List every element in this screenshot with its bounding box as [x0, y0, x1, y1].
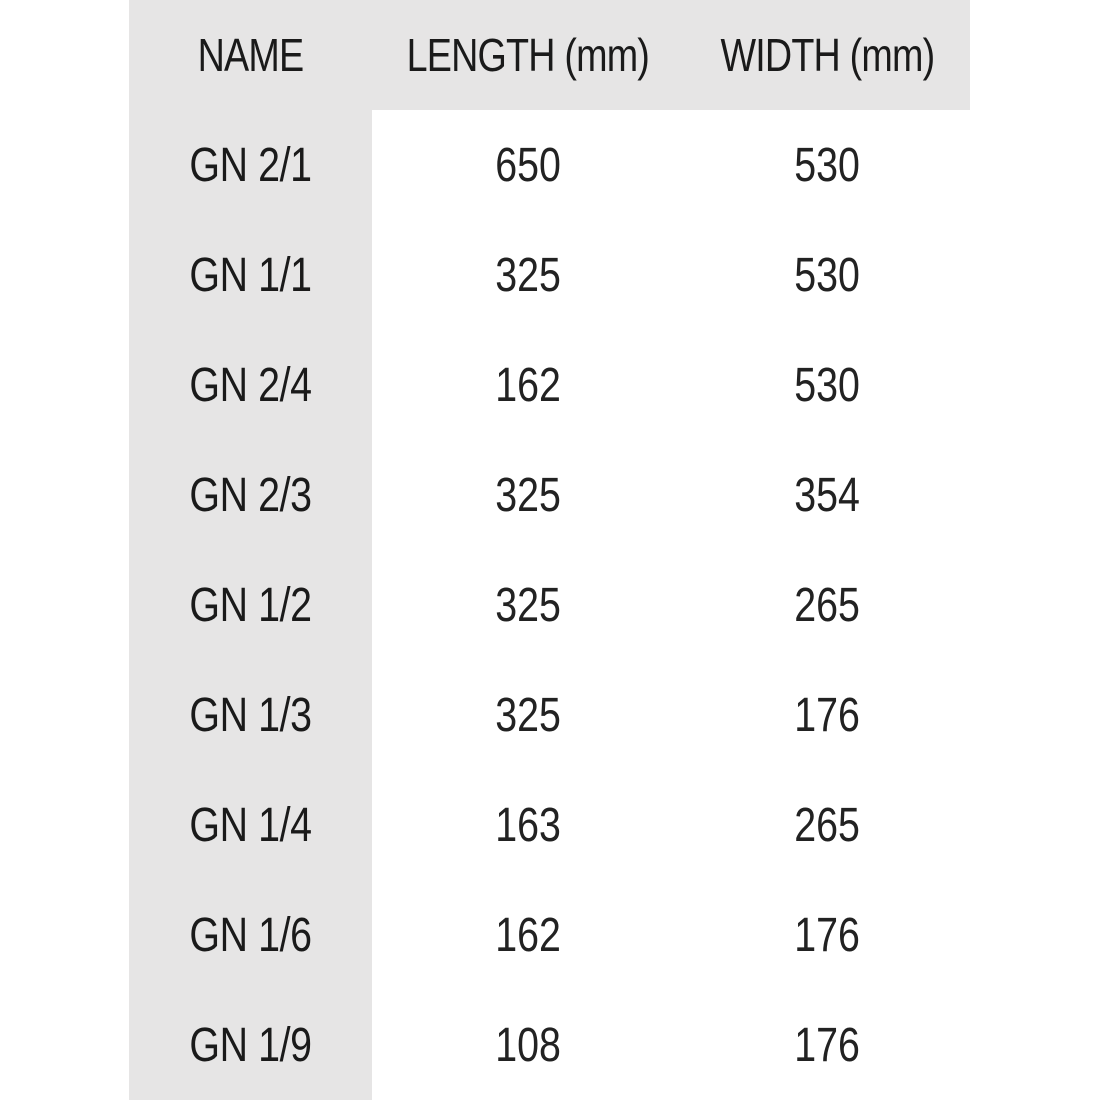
cell-name-text: GN 2/4 [189, 358, 312, 412]
header-name-text: NAME [197, 29, 305, 81]
cell-length-text: 650 [495, 138, 561, 192]
cell-name: GN 2/3 [129, 440, 372, 550]
table-row: GN 2/1 650 530 [129, 110, 970, 220]
cell-name: GN 2/4 [129, 330, 372, 440]
cell-name: GN 1/1 [129, 220, 372, 330]
cell-name: GN 1/3 [129, 660, 372, 770]
cell-width: 530 [684, 220, 970, 330]
cell-name-text: GN 1/6 [189, 908, 312, 962]
cell-name: GN 1/2 [129, 550, 372, 660]
table-row: GN 2/3 325 354 [129, 440, 970, 550]
cell-length-text: 325 [495, 248, 561, 302]
cell-width: 176 [684, 990, 970, 1100]
cell-width-text: 176 [794, 1018, 860, 1072]
cell-name-text: GN 1/1 [189, 248, 312, 302]
cell-name: GN 1/4 [129, 770, 372, 880]
table-row: GN 1/4 163 265 [129, 770, 970, 880]
table-row: GN 1/1 325 530 [129, 220, 970, 330]
cell-name-text: GN 2/3 [189, 468, 312, 522]
cell-width-text: 265 [794, 578, 860, 632]
cell-length: 325 [372, 440, 684, 550]
cell-width-text: 530 [794, 248, 860, 302]
cell-length-text: 162 [495, 358, 561, 412]
cell-name: GN 2/1 [129, 110, 372, 220]
cell-width: 265 [684, 550, 970, 660]
cell-name: GN 1/9 [129, 990, 372, 1100]
cell-length: 325 [372, 660, 684, 770]
cell-length-text: 325 [495, 468, 561, 522]
header-length: LENGTH (mm) [372, 0, 684, 110]
cell-name-text: GN 1/9 [189, 1018, 312, 1072]
table-row: GN 2/4 162 530 [129, 330, 970, 440]
table-row: GN 1/2 325 265 [129, 550, 970, 660]
table-header: NAME LENGTH (mm) WIDTH (mm) [129, 0, 970, 110]
cell-length-text: 108 [495, 1018, 561, 1072]
cell-length-text: 325 [495, 578, 561, 632]
cell-length: 163 [372, 770, 684, 880]
table-row: GN 1/6 162 176 [129, 880, 970, 990]
cell-width: 265 [684, 770, 970, 880]
cell-length: 325 [372, 550, 684, 660]
header-background [129, 0, 970, 110]
cell-width: 530 [684, 330, 970, 440]
cell-length: 108 [372, 990, 684, 1100]
cell-width-text: 176 [794, 908, 860, 962]
name-column-background [129, 0, 372, 1100]
table-row: GN 1/9 108 176 [129, 990, 970, 1100]
cell-length-text: 325 [495, 688, 561, 742]
cell-width-text: 265 [794, 798, 860, 852]
cell-width-text: 530 [794, 358, 860, 412]
cell-width-text: 354 [794, 468, 860, 522]
cell-length: 162 [372, 880, 684, 990]
header-length-text: LENGTH (mm) [406, 29, 650, 81]
cell-width: 176 [684, 660, 970, 770]
cell-width-text: 530 [794, 138, 860, 192]
cell-name-text: GN 1/4 [189, 798, 312, 852]
cell-name-text: GN 1/3 [189, 688, 312, 742]
cell-length: 650 [372, 110, 684, 220]
cell-length: 162 [372, 330, 684, 440]
cell-width: 530 [684, 110, 970, 220]
cell-width-text: 176 [794, 688, 860, 742]
cell-name-text: GN 1/2 [189, 578, 312, 632]
cell-width: 354 [684, 440, 970, 550]
table-row: GN 1/3 325 176 [129, 660, 970, 770]
cell-name-text: GN 2/1 [189, 138, 312, 192]
cell-length-text: 163 [495, 798, 561, 852]
cell-width: 176 [684, 880, 970, 990]
header-width-text: WIDTH (mm) [720, 29, 935, 81]
cell-name: GN 1/6 [129, 880, 372, 990]
cell-length-text: 162 [495, 908, 561, 962]
cell-length: 325 [372, 220, 684, 330]
header-name: NAME [129, 0, 372, 110]
header-width: WIDTH (mm) [684, 0, 970, 110]
